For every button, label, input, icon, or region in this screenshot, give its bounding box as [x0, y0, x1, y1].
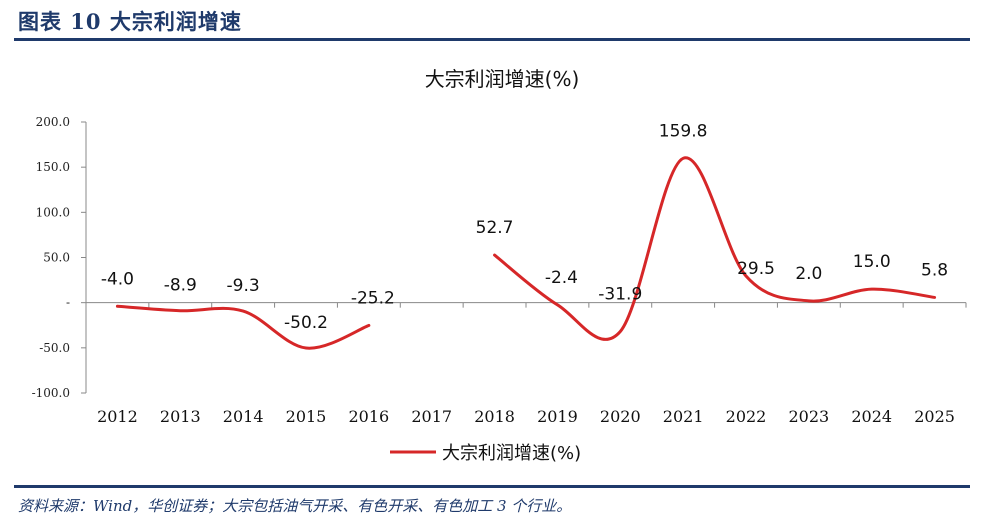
x-tick-label: 2014: [223, 407, 264, 426]
x-tick-label: 2016: [348, 407, 389, 426]
x-tick-label: 2025: [914, 407, 955, 426]
x-tick-label: 2017: [411, 407, 452, 426]
x-tick-label: 2015: [286, 407, 327, 426]
header-rule: [14, 38, 970, 41]
data-label: -4.0: [101, 269, 134, 289]
data-label: -25.2: [351, 288, 395, 308]
y-tick-label: 150.0: [36, 160, 70, 174]
figure-header: 图表 10 大宗利润增速: [0, 0, 998, 42]
legend-label: 大宗利润增速(%): [442, 443, 581, 464]
x-tick-label: 2024: [851, 407, 892, 426]
footer-rule: [14, 485, 970, 488]
x-tick-label: 2021: [663, 407, 704, 426]
data-label: -31.9: [598, 284, 642, 304]
y-tick-label: -100.0: [32, 386, 70, 400]
data-label: -9.3: [227, 276, 260, 296]
chart-title: 大宗利润增速(%): [425, 67, 580, 91]
data-label: 15.0: [853, 252, 891, 272]
data-label: 52.7: [476, 218, 514, 238]
x-axis: 2012 2013 2014 2015 2016 2017 2018 2019 2020 2021…: [85, 302, 967, 426]
y-tick-label: 100.0: [36, 205, 70, 219]
figure-title: 图表 10 大宗利润增速: [18, 9, 242, 34]
data-label: -8.9: [164, 276, 197, 296]
data-labels: -4.0 -8.9 -9.3 -50.2 -25.2 52.7 -2.4 -31.9 159.8…: [101, 121, 948, 333]
y-tick-label: 200.0: [36, 115, 70, 129]
y-tick-label: 50.0: [43, 251, 70, 265]
line-chart: 大宗利润增速(%) -100.0-50.0-50.0100.0150.0200.…: [32, 67, 967, 464]
y-tick-label: -50.0: [39, 341, 70, 355]
data-label: 29.5: [737, 259, 775, 279]
x-tick-label: 2022: [726, 407, 767, 426]
x-tick-label: 2019: [537, 407, 578, 426]
data-label: 2.0: [795, 264, 822, 284]
x-tick-label: 2023: [788, 407, 829, 426]
series-line: [493, 156, 937, 341]
x-tick-label: 2020: [600, 407, 641, 426]
x-tick-label: 2012: [97, 407, 138, 426]
source-note: 资料来源：Wind，华创证券；大宗包括油气开采、有色开采、有色加工 3 个行业。: [18, 497, 572, 515]
legend: 大宗利润增速(%): [390, 443, 581, 464]
series-layer: [115, 156, 937, 350]
data-label: 159.8: [659, 121, 708, 141]
y-tick-label: -: [66, 296, 70, 310]
x-tick-label: 2013: [160, 407, 201, 426]
data-label: 5.8: [921, 260, 948, 280]
x-tick-label: 2018: [474, 407, 515, 426]
data-label: -50.2: [284, 313, 328, 333]
data-label: -2.4: [545, 268, 578, 288]
series-line: [115, 304, 371, 350]
